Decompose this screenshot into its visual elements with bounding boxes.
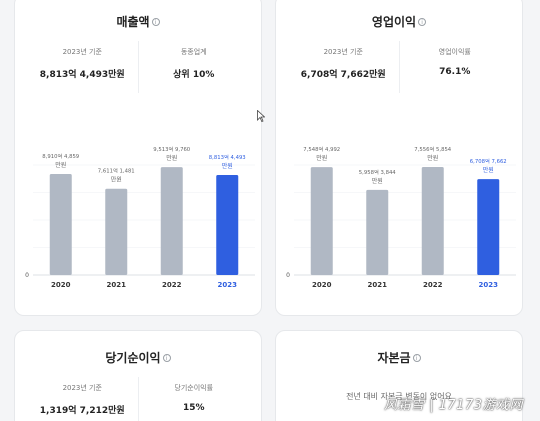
capital-card: 자본금 i 전년 대비 자본금 변동이 없어요 <box>275 330 523 421</box>
data-label: 8,813억 4,493 <box>209 153 246 161</box>
x-tick-label: 2020 <box>312 281 332 289</box>
data-label-unit: 만원 <box>427 154 438 162</box>
data-label: 7,611억 1,481 <box>98 167 135 175</box>
card-title: 영업이익 i <box>276 13 522 30</box>
data-label: 5,958억 3,844 <box>359 168 397 176</box>
bar-2022 <box>421 167 444 275</box>
info-icon[interactable]: i <box>162 354 171 362</box>
data-label-unit: 만원 <box>111 176 122 184</box>
x-tick-label: 2020 <box>51 281 71 289</box>
info-icon[interactable]: i <box>412 354 421 362</box>
card-title: 당기순이익 i <box>15 349 261 366</box>
data-label-unit: 만원 <box>55 161 66 169</box>
data-label: 6,708억 7,662 <box>470 157 507 165</box>
stats-row: 2023년 기준 8,813억 4,493만원 동종업계 상위 10% <box>27 41 249 93</box>
stat-label: 영업이익률 <box>438 48 471 56</box>
data-label-unit: 만원 <box>166 154 177 162</box>
x-tick-label: 2022 <box>423 281 443 289</box>
data-label-unit: 만원 <box>483 166 494 174</box>
x-tick-label: 2023 <box>218 281 238 289</box>
revenue-card: 매출액 i 2023년 기준 8,813억 4,493만원 동종업계 상위 10%… <box>14 0 262 316</box>
bar-2023 <box>216 175 239 275</box>
bar-2020 <box>310 167 333 275</box>
stat-label: 2023년 기준 <box>323 48 363 56</box>
bar-2023 <box>477 179 500 275</box>
data-label: 8,910억 4,859 <box>42 152 79 160</box>
net-income-card: 당기순이익 i 2023년 기준 1,319억 7,212만원 당기순이익률 15… <box>14 330 262 421</box>
stat-value: 15% <box>182 403 205 413</box>
x-tick-label: 2023 <box>479 281 499 289</box>
data-label-unit: 만원 <box>372 177 383 185</box>
y-zero-label: 0 <box>286 272 290 279</box>
data-label-unit: 만원 <box>316 154 327 162</box>
info-icon[interactable]: i <box>151 18 160 26</box>
stat-label: 동종업계 <box>180 48 207 56</box>
bar-2020 <box>49 173 72 275</box>
y-zero-label: 0 <box>25 272 29 279</box>
watermark-text: 风霜雪 | 17173游戏网 <box>384 398 523 413</box>
x-tick-label: 2021 <box>107 281 127 289</box>
data-label: 7,548억 4,992 <box>303 145 340 153</box>
stat-value: 76.1% <box>439 67 471 77</box>
data-label: 9,513억 9,760 <box>153 145 191 153</box>
bar-2022 <box>160 167 183 275</box>
stats-row: 2023년 기준 6,708억 7,662만원 영업이익률 76.1% <box>288 41 510 93</box>
stat-base-year: 2023년 기준 1,319억 7,212만원 <box>27 377 138 421</box>
x-tick-label: 2022 <box>162 281 182 289</box>
data-label: 7,556억 5,854 <box>414 145 452 153</box>
stat-label: 2023년 기준 <box>62 48 102 56</box>
operating-profit-bar-chart: 0 7,548억 4,992 만원 2020 5,958억 3,844 만원 2021 7,5… <box>276 125 524 305</box>
stat-base-year: 2023년 기준 6,708억 7,662만원 <box>288 41 399 93</box>
stats-row: 2023년 기준 1,319억 7,212만원 당기순이익률 15% <box>27 377 249 421</box>
stat-value: 8,813억 4,493만원 <box>39 70 125 80</box>
stat-label: 당기순이익률 <box>174 384 214 392</box>
mouse-pointer-icon <box>257 110 265 122</box>
capital-change-text: 전년 대비 자본금 변동이 없어요 <box>346 392 452 401</box>
revenue-bar-chart: 0 8,910억 4,859 만원 2020 7,611억 1,481 만원 2021 9,5… <box>15 125 263 305</box>
info-icon[interactable]: i <box>418 18 427 26</box>
stat-operating-margin: 영업이익률 76.1% <box>398 41 511 93</box>
stat-label: 2023년 기준 <box>62 384 102 392</box>
card-title: 자본금 i <box>276 349 522 366</box>
stat-value: 상위 10% <box>173 70 215 80</box>
bar-2021 <box>105 188 128 275</box>
stat-value: 6,708억 7,662만원 <box>300 70 386 80</box>
data-label-unit: 만원 <box>222 162 233 170</box>
bar-2021 <box>366 189 389 275</box>
stat-industry-rank: 동종업계 상위 10% <box>137 41 250 93</box>
operating-profit-card: 영업이익 i 2023년 기준 6,708억 7,662만원 영업이익률 76.1… <box>275 0 523 316</box>
card-title: 매출액 i <box>15 13 261 30</box>
stat-value: 1,319억 7,212만원 <box>39 406 125 416</box>
stat-base-year: 2023년 기준 8,813억 4,493만원 <box>27 41 138 93</box>
stat-net-margin: 당기순이익률 15% <box>137 377 250 421</box>
x-tick-label: 2021 <box>368 281 388 289</box>
